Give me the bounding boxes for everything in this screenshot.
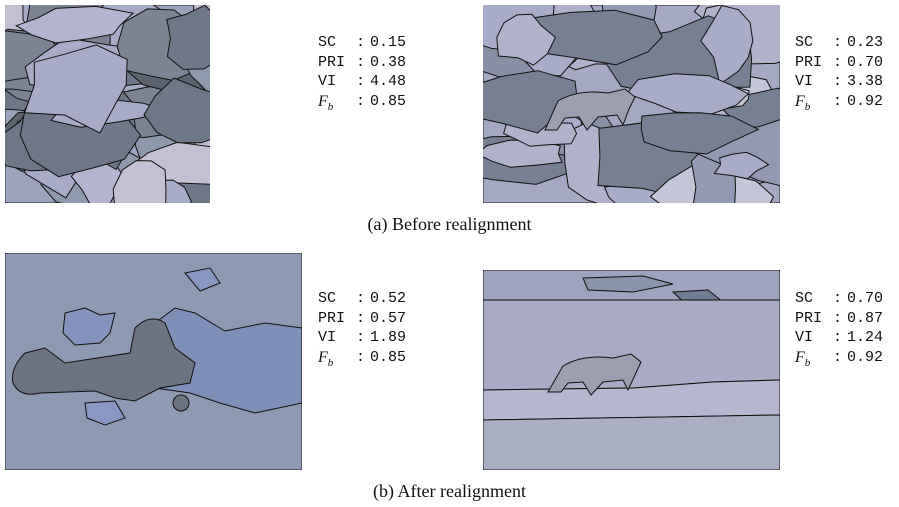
metric-value: 0.92 (847, 92, 883, 118)
separator: : (833, 289, 847, 309)
metric-value: 0.70 (847, 289, 883, 309)
metric-row: Fb:0.92 (795, 92, 883, 118)
separator: : (356, 348, 370, 374)
metric-row: VI:3.38 (795, 72, 883, 92)
separator: : (356, 289, 370, 309)
metric-name: SC (795, 33, 833, 53)
caption: (a) Before realignment (0, 214, 899, 235)
separator: : (833, 72, 847, 92)
metric-value: 0.85 (370, 348, 406, 374)
metric-symbol: F (795, 349, 805, 366)
metric-value: 3.38 (847, 72, 883, 92)
metric-name: VI (795, 72, 833, 92)
metric-name: PRI (795, 309, 833, 329)
separator: : (833, 92, 847, 118)
separator: : (833, 33, 847, 53)
caption: (b) After realignment (0, 481, 899, 502)
metric-value: 0.85 (370, 92, 406, 118)
metric-row: VI:4.48 (318, 72, 406, 92)
metric-row: Fb:0.92 (795, 348, 883, 374)
metric-row: VI:1.24 (795, 328, 883, 348)
separator: : (356, 309, 370, 329)
metric-value: 0.15 (370, 33, 406, 53)
metric-name: PRI (318, 53, 356, 73)
segmentation-image (5, 253, 302, 470)
metric-name: VI (318, 72, 356, 92)
separator: : (356, 53, 370, 73)
metric-name: PRI (318, 309, 356, 329)
segmentation-image (483, 270, 780, 470)
separator: : (356, 33, 370, 53)
metric-row: PRI:0.87 (795, 309, 883, 329)
separator: : (356, 72, 370, 92)
metric-subscript: b (328, 101, 334, 113)
metric-name: PRI (795, 53, 833, 73)
metric-row: SC:0.23 (795, 33, 883, 53)
metric-value: 0.52 (370, 289, 406, 309)
metric-value: 0.92 (847, 348, 883, 374)
metric-value: 0.87 (847, 309, 883, 329)
metric-subscript: b (805, 101, 811, 113)
metric-row: SC:0.15 (318, 33, 406, 53)
metric-value: 1.24 (847, 328, 883, 348)
separator: : (833, 348, 847, 374)
metric-name: Fb (795, 348, 833, 374)
metric-name: Fb (795, 92, 833, 118)
metric-subscript: b (805, 357, 811, 369)
metric-row: VI:1.89 (318, 328, 406, 348)
metric-value: 0.23 (847, 33, 883, 53)
metric-row: Fb:0.85 (318, 348, 406, 374)
metric-name: Fb (318, 348, 356, 374)
separator: : (833, 309, 847, 329)
metric-symbol: F (318, 349, 328, 366)
metric-row: PRI:0.70 (795, 53, 883, 73)
metric-row: PRI:0.38 (318, 53, 406, 73)
segmentation-image (483, 5, 780, 203)
metric-value: 0.38 (370, 53, 406, 73)
metric-value: 4.48 (370, 72, 406, 92)
segmentation-image (5, 5, 210, 203)
separator: : (356, 92, 370, 118)
metric-name: VI (318, 328, 356, 348)
metric-name: SC (795, 289, 833, 309)
metric-value: 1.89 (370, 328, 406, 348)
metric-value: 0.57 (370, 309, 406, 329)
metric-name: Fb (318, 92, 356, 118)
metric-subscript: b (328, 357, 334, 369)
metric-row: Fb:0.85 (318, 92, 406, 118)
metric-symbol: F (795, 93, 805, 110)
metric-symbol: F (318, 93, 328, 110)
metric-row: PRI:0.57 (318, 309, 406, 329)
metric-row: SC:0.70 (795, 289, 883, 309)
metric-row: SC:0.52 (318, 289, 406, 309)
metric-name: SC (318, 33, 356, 53)
metric-name: SC (318, 289, 356, 309)
figure: (a) Before realignment (b) After realign… (0, 0, 899, 507)
separator: : (833, 53, 847, 73)
metric-value: 0.70 (847, 53, 883, 73)
metric-name: VI (795, 328, 833, 348)
separator: : (833, 328, 847, 348)
separator: : (356, 328, 370, 348)
